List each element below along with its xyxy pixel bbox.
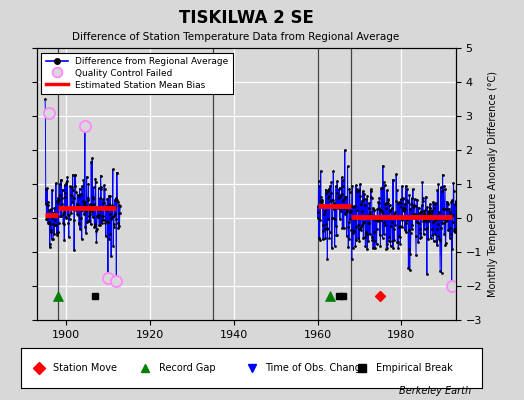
Text: Difference of Station Temperature Data from Regional Average: Difference of Station Temperature Data f… (72, 32, 399, 42)
Title: TISKILWA 2 SE: TISKILWA 2 SE (179, 9, 314, 27)
Legend: Difference from Regional Average, Quality Control Failed, Estimated Station Mean: Difference from Regional Average, Qualit… (41, 52, 233, 94)
Text: Empirical Break: Empirical Break (376, 363, 453, 373)
Text: Station Move: Station Move (53, 363, 117, 373)
Text: Time of Obs. Change: Time of Obs. Change (265, 363, 367, 373)
Text: Berkeley Earth: Berkeley Earth (399, 386, 472, 396)
Y-axis label: Monthly Temperature Anomaly Difference (°C): Monthly Temperature Anomaly Difference (… (488, 71, 498, 297)
Text: Record Gap: Record Gap (159, 363, 216, 373)
